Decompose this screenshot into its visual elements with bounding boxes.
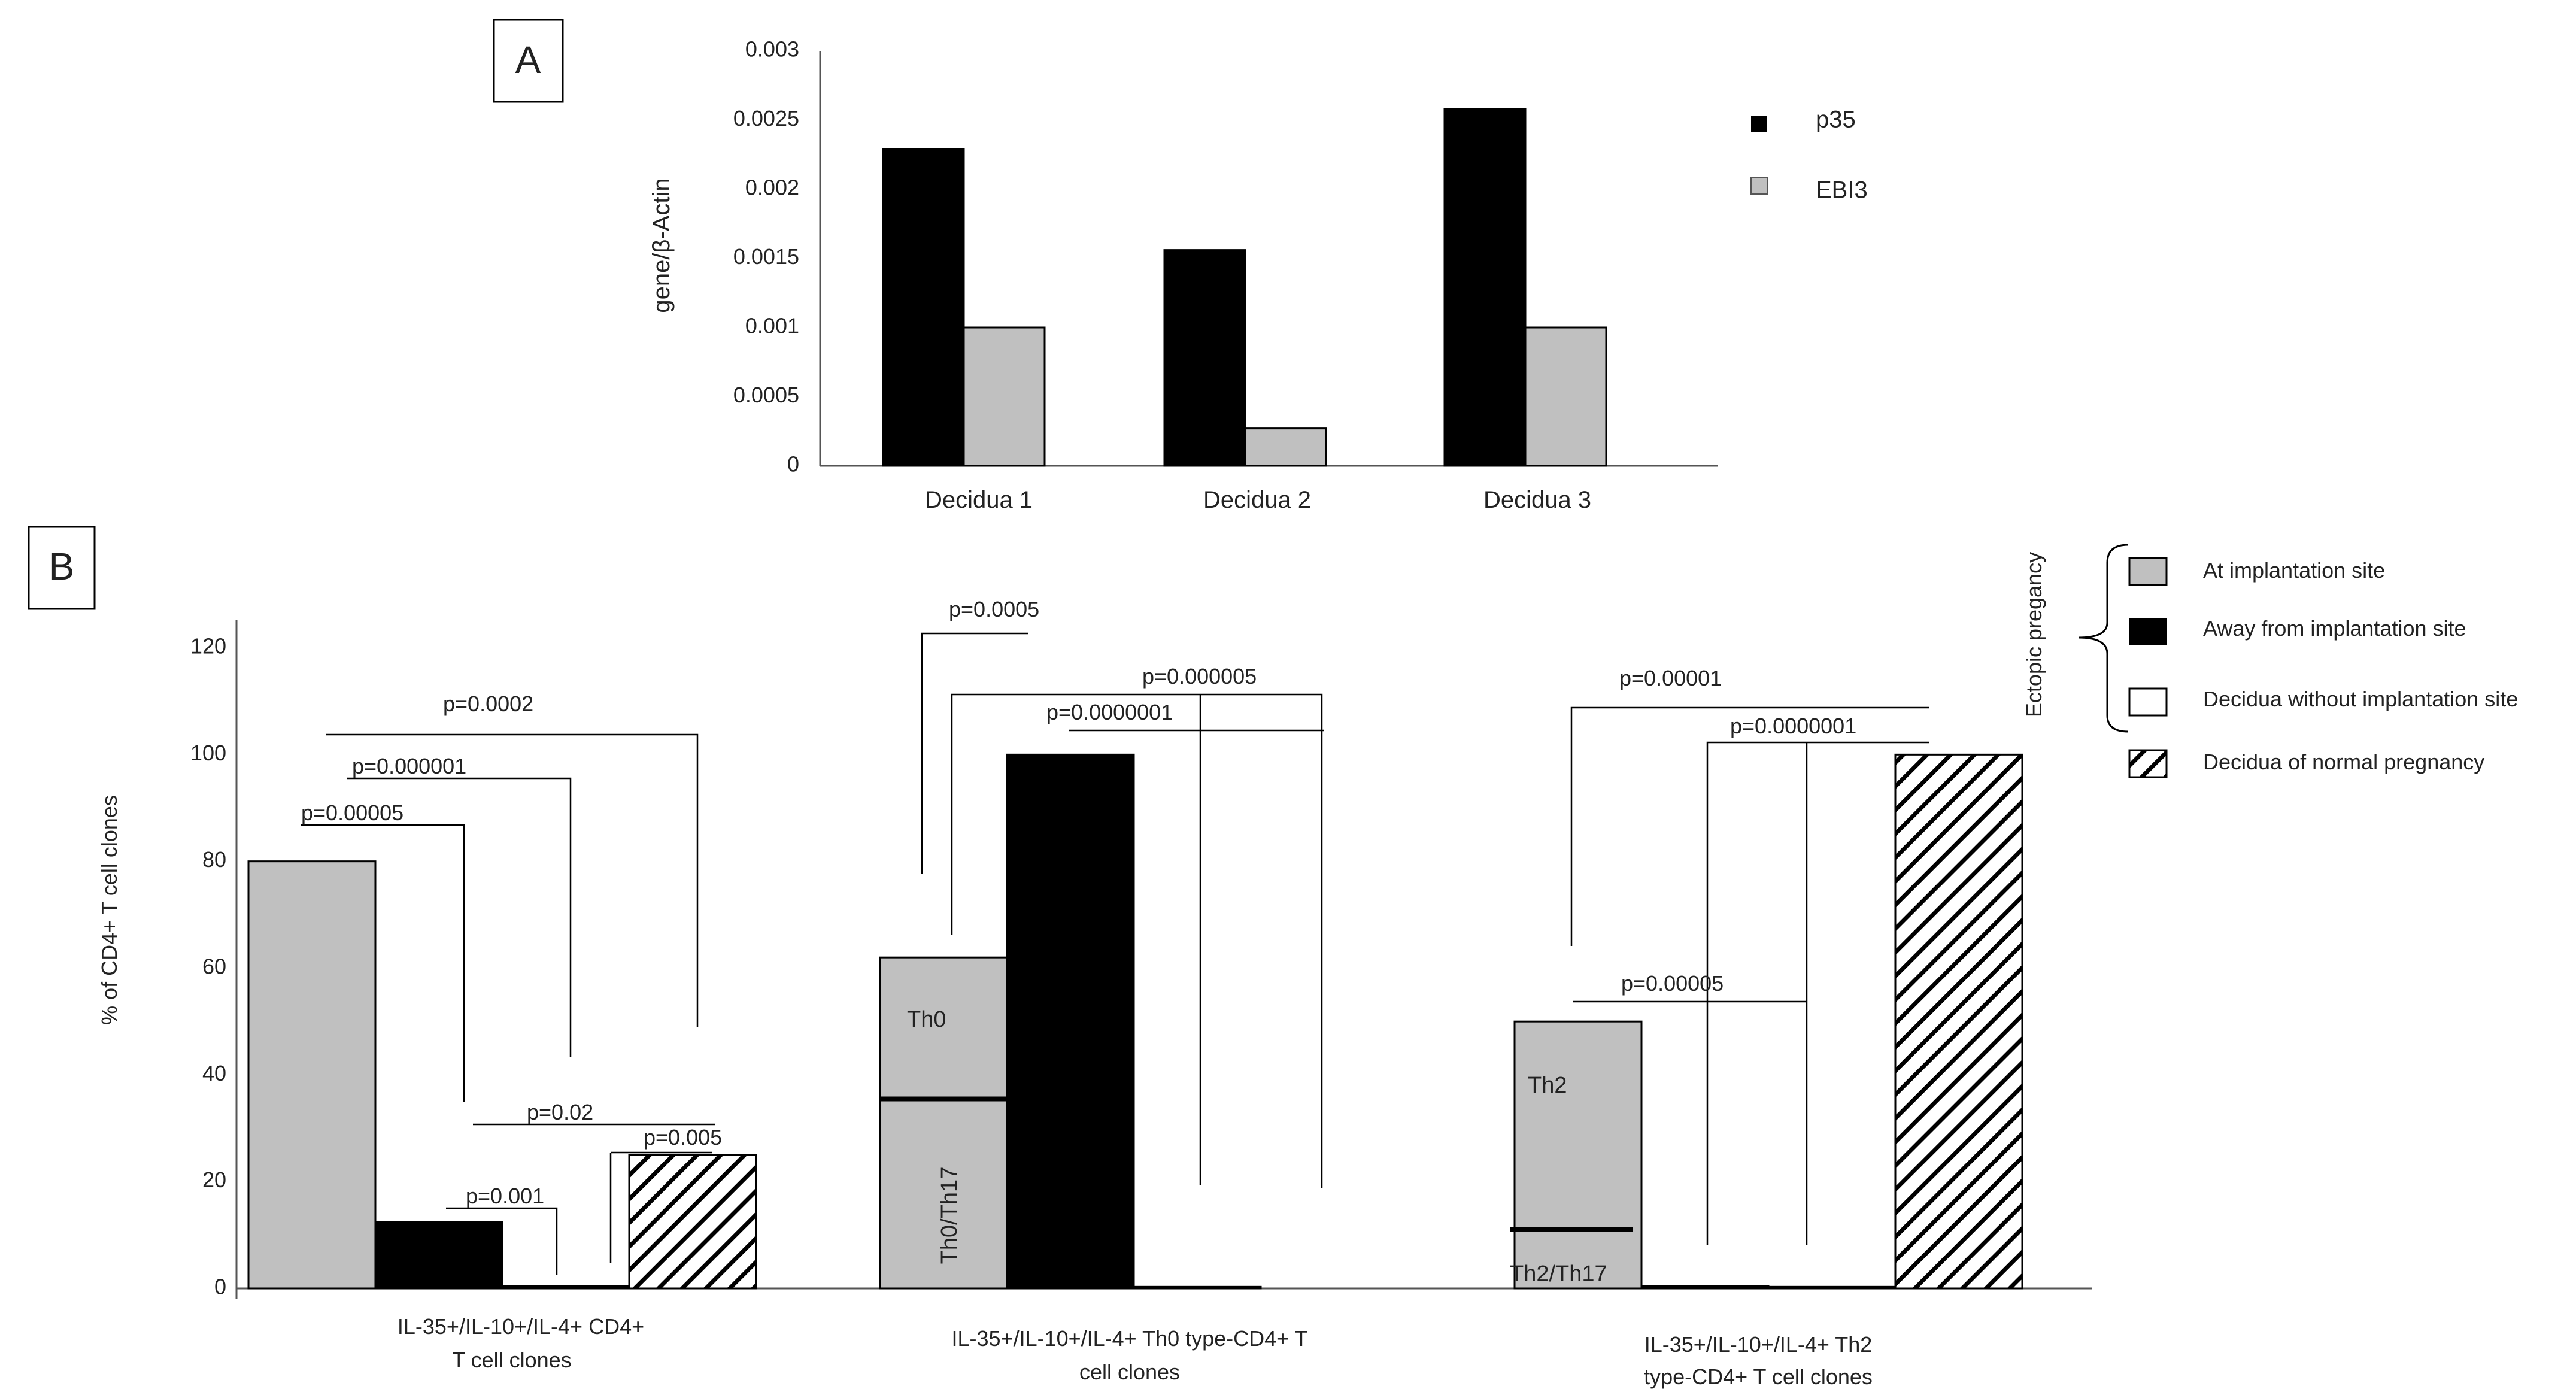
legend-label: At implantation site [2203, 558, 2385, 583]
p-value-label: p=0.00005 [301, 800, 403, 825]
p-value-label: p=0.00001 [1619, 666, 1722, 690]
legend-swatch-normal-pregnancy [2128, 749, 2168, 778]
panel-a-y-tick-label: 0.0015 [733, 244, 799, 269]
legend-label-ebi3: EBI3 [1816, 177, 1868, 204]
legend-swatch-p35 [1751, 116, 1767, 132]
panel-a-category-label: Decidua 3 [1483, 487, 1591, 513]
panel-b-group-label-1-line1: IL-35+/IL-10+/IL-4+ CD4+ [398, 1314, 644, 1339]
sig-line-p000001 [347, 777, 572, 1057]
sig-line-p001 [446, 1207, 558, 1275]
panel-a-legend: p35 EBI3 [1750, 107, 1868, 204]
panel-a-y-tick-label: 0.0025 [733, 106, 799, 131]
significance-labels: p=0.0002 p=0.000001 p=0.00005 p=0.02 p=0… [301, 597, 1856, 1208]
panel-a-bar-ebi3-decidua-2 [1244, 427, 1327, 467]
legend-bracket [2078, 544, 2129, 733]
legend-swatch-implantation-site [2128, 557, 2168, 586]
panel-b-bar-implantation-site-g1 [247, 860, 377, 1290]
panel-a-bar-p35-decidua-2 [1163, 249, 1246, 467]
panel-b-th0-th17-label: Th0/Th17 [937, 1167, 962, 1264]
panel-b-bar-normal-pregnancy-g3 [1894, 753, 2023, 1290]
panel-b-bar-decidua-without-g2 [1133, 1285, 1262, 1290]
panel-b-y-tick-label: 120 [190, 634, 226, 659]
p-value-label: p=0.02 [527, 1100, 593, 1124]
legend-swatch-decidua-without [2128, 687, 2168, 717]
panel-a-label: A [515, 38, 541, 81]
p-value-label: p=0.000001 [352, 754, 466, 778]
panel-b-th0-label: Th0 [907, 1007, 946, 1032]
legend-swatch-ebi3 [1750, 177, 1768, 195]
panel-a-bar-ebi3-decidua-3 [1524, 326, 1607, 467]
panel-a-y-tick-label: 0.0005 [733, 383, 799, 407]
panel-a-y-tick-label: 0.002 [745, 175, 799, 200]
panel-b-label-box [28, 526, 96, 610]
sig-line-p00005 [301, 824, 465, 1102]
p-value-label: p=0.000005 [1142, 664, 1257, 689]
p-value-label: p=0.0002 [443, 692, 533, 716]
panel-b-group-label-2-line2: cell clones [1079, 1360, 1180, 1384]
panel-b-th2-label: Th2 [1528, 1073, 1567, 1098]
panel-b-group-label-1-line2: T cell clones [452, 1348, 571, 1372]
sig-line-p000005 [951, 693, 1323, 1188]
panel-b-y-tick-label: 100 [190, 741, 226, 765]
panel-b-label: B [49, 545, 75, 588]
panel-b-th2-th17-label: Th2/Th17 [1510, 1261, 1607, 1287]
p-value-label: p=0.00005 [1621, 971, 1724, 996]
panel-b: B 0 20 40 60 80 100 120 % of CD4+ T cell… [28, 526, 2518, 1389]
panel-b-bar-decidua-without-g1 [501, 1285, 630, 1290]
panel-b-bar-away-g1 [374, 1221, 503, 1290]
sig-line-p0000001-g3 [1706, 741, 1929, 1245]
panel-b-group-label-3-line2: type-CD4+ T cell clones [1644, 1364, 1873, 1389]
panel-a-category-label: Decidua 2 [1203, 487, 1311, 513]
sig-line-p0005 [921, 632, 1028, 874]
panel-b-bar-normal-pregnancy-g1 [628, 1154, 757, 1290]
panel-a-y-axis-label: gene/β-Actin [648, 178, 675, 313]
panel-b-bar-implantation-site-g3 [1513, 1020, 1643, 1290]
panel-b-bar-away-g3 [1640, 1285, 1770, 1290]
panel-b-y-tick-label: 0 [214, 1275, 226, 1299]
p-value-label: p=0.0000001 [1730, 714, 1856, 738]
legend-label: Decidua without implantation site [2203, 687, 2518, 711]
panel-b-y-tick-label: 40 [202, 1061, 226, 1085]
panel-a-y-tick-label: 0.001 [745, 314, 799, 338]
panel-b-y-axis-label: % of CD4+ T cell clones [97, 795, 122, 1025]
panel-a-category-label: Decidua 1 [925, 487, 1033, 513]
panel-a-bar-p35-decidua-3 [1443, 108, 1527, 467]
panel-b-group-label-3-line1: IL-35+/IL-10+/IL-4+ Th2 [1644, 1332, 1873, 1357]
legend-swatch-away [2129, 618, 2167, 645]
p-value-label: p=0.005 [644, 1125, 722, 1150]
p-value-label: p=0.0005 [949, 597, 1039, 621]
panel-b-legend: Ectopic pregancy At implantation site Aw… [2022, 544, 2518, 778]
sig-line-p00001 [1570, 706, 1929, 946]
legend-label-p35: p35 [1816, 107, 1856, 133]
panel-b-y-tick-label: 80 [202, 847, 226, 872]
panel-b-bar-away-g2 [1006, 753, 1135, 1290]
panel-b-y-ticks: 0 20 40 60 80 100 120 [190, 634, 226, 1299]
sig-line-p0002 [326, 733, 699, 1027]
p-value-label: p=0.0000001 [1046, 700, 1173, 724]
panel-b-group-label-2-line1: IL-35+/IL-10+/IL-4+ Th0 type-CD4+ T [951, 1326, 1307, 1351]
legend-bracket-label: Ectopic pregancy [2022, 552, 2046, 717]
panel-a-bar-ebi3-decidua-1 [963, 326, 1046, 467]
legend-label: Decidua of normal pregnancy [2203, 750, 2484, 774]
panel-a-bar-p35-decidua-1 [882, 148, 965, 467]
panel-a-y-ticks: 0 0.0005 0.001 0.0015 0.002 0.0025 0.003 [733, 37, 799, 477]
legend-label: Away from implantation site [2203, 616, 2466, 641]
panel-a-y-tick-label: 0.003 [745, 37, 799, 62]
panel-b-y-tick-label: 20 [202, 1167, 226, 1192]
panel-b-bar-implantation-site-g2 [879, 956, 1008, 1290]
panel-a: A 0 0.0005 0.001 0.0015 0.002 0.0025 0.0… [493, 19, 1868, 513]
panel-a-label-box [493, 19, 564, 103]
significance-lines [301, 632, 1929, 1275]
panel-a-y-tick-label: 0 [787, 452, 799, 477]
panel-b-y-tick-label: 60 [202, 954, 226, 979]
p-value-label: p=0.001 [466, 1184, 544, 1208]
panel-b-bar-decidua-without-g3 [1767, 1285, 1897, 1290]
